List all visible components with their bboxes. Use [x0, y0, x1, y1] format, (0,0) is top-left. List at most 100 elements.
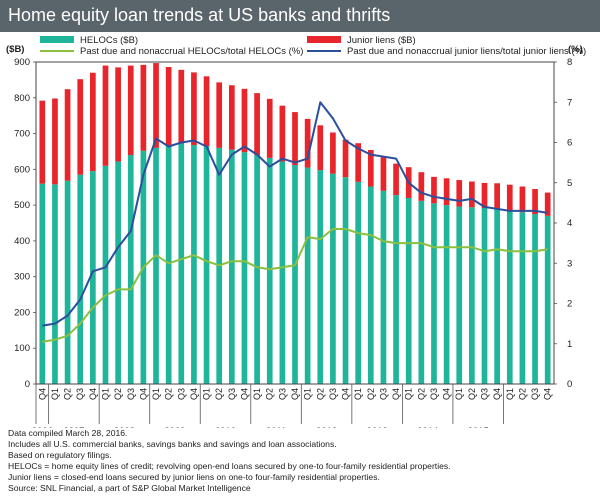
bar-junior-liens [431, 176, 437, 204]
x-tick-quarter: Q4 [239, 388, 249, 400]
bar-junior-liens [506, 184, 513, 211]
bar-junior-liens [342, 139, 349, 178]
bar-heloc [481, 207, 488, 384]
x-tick-quarter: Q3 [277, 388, 287, 400]
bar-heloc [292, 165, 298, 384]
bar-heloc [203, 146, 210, 384]
line-junior-past-due [42, 101, 548, 327]
x-tick-quarter: Q4 [492, 388, 502, 400]
x-tick-quarter: Q3 [126, 388, 136, 400]
bar-heloc [342, 177, 349, 384]
y-tick-right: 4 [567, 218, 572, 229]
y-tick-left: 700 [14, 129, 30, 140]
bar-junior-liens [380, 157, 387, 191]
bar-junior-liens [90, 72, 96, 172]
x-year-label: 2013 [367, 426, 388, 428]
x-tick-quarter: Q3 [530, 388, 540, 400]
x-tick-quarter: Q4 [391, 388, 401, 400]
x-year-label: 2007 [63, 426, 84, 428]
bar-heloc [355, 181, 362, 384]
x-tick-quarter: Q2 [164, 388, 174, 400]
y-tick-left: 800 [14, 93, 30, 104]
x-year-label: 2009 [164, 426, 185, 428]
y-tick-left: 400 [14, 236, 30, 247]
bar-junior-liens [418, 172, 425, 201]
y-tick-left: 200 [14, 307, 30, 318]
bar-heloc [102, 165, 109, 384]
note-line: Data compiled March 28, 2016. [8, 428, 128, 438]
bar-junior-liens [191, 72, 197, 146]
x-tick-quarter: Q1 [505, 388, 515, 400]
bar-heloc [532, 214, 538, 384]
bar-heloc [165, 145, 172, 384]
bar-junior-liens [367, 150, 374, 187]
bar-junior-liens [140, 64, 147, 151]
bar-heloc [317, 170, 324, 384]
bar-heloc [254, 155, 260, 384]
bar-junior-liens [456, 180, 463, 207]
plot-frame [35, 61, 555, 385]
bar-junior-liens [292, 112, 298, 166]
line-heloc-past-due [42, 228, 548, 343]
x-tick-quarter: Q4 [341, 388, 351, 400]
bar-junior-liens [266, 98, 273, 158]
legend-swatch-junior [307, 36, 341, 43]
bar-junior-liens [52, 98, 58, 185]
x-year-label: 2008 [114, 426, 135, 428]
legend-label-heloc-pd: Past due and nonaccrual HELOCs/total HEL… [80, 46, 303, 57]
y-tick-right: 6 [567, 138, 572, 149]
bar-heloc [469, 207, 475, 384]
x-tick-quarter: Q1 [50, 388, 60, 400]
x-tick-quarter: Q2 [214, 388, 224, 400]
bar-junior-liens [317, 125, 324, 171]
y-tick-right: 3 [567, 258, 572, 269]
y-tick-left: 900 [14, 57, 30, 68]
bar-heloc [115, 161, 121, 384]
x-tick-quarter: Q4 [138, 388, 148, 400]
bar-junior-liens [165, 67, 172, 146]
bar-heloc [52, 184, 58, 384]
x-tick-quarter: Q4 [189, 388, 199, 400]
bar-heloc [90, 171, 96, 384]
bar-heloc [304, 167, 311, 384]
bar-junior-liens [330, 132, 336, 174]
bar-junior-liens [115, 67, 121, 162]
x-tick-quarter: Q2 [315, 388, 325, 400]
x-tick-quarter: Q3 [480, 388, 490, 400]
x-tick-quarter: Q2 [265, 388, 275, 400]
y-axis-right-unit: (%) [568, 44, 583, 55]
bar-heloc [456, 206, 463, 384]
x-tick-quarter: Q1 [202, 388, 212, 400]
note-line: Based on regulatory filings. [8, 450, 112, 460]
chart: HELOCs ($B) Junior liens ($B)Past due and… [6, 35, 586, 428]
bar-heloc [544, 215, 551, 384]
x-tick-quarter: Q1 [303, 388, 313, 400]
bar-junior-liens [443, 178, 450, 206]
bar-junior-liens [494, 183, 500, 209]
bar-heloc [405, 197, 412, 384]
x-tick-quarter: Q1 [252, 388, 262, 400]
bar-junior-liens [519, 186, 526, 213]
y-tick-left: 600 [14, 164, 30, 175]
x-tick-quarter: Q1 [151, 388, 161, 400]
y-axis-left-unit: ($B) [6, 44, 24, 55]
y-tick-right: 5 [567, 178, 572, 189]
bar-junior-liens [39, 100, 46, 184]
x-tick-quarter: Q4 [442, 388, 452, 400]
y-tick-right: 8 [567, 57, 572, 68]
bar-junior-liens [178, 69, 185, 144]
note-line: Includes all U.S. commercial banks, savi… [8, 439, 337, 449]
note-line: Junior liens = closed-end loans secured … [8, 472, 380, 482]
notes: Data compiled March 28, 2016. Includes a… [8, 428, 598, 494]
bar-junior-liens [304, 118, 311, 168]
x-tick-quarter: Q1 [454, 388, 464, 400]
x-year-label: 2014 [417, 426, 438, 428]
x-year-label: 2006 [32, 426, 53, 428]
bar-junior-liens [241, 88, 248, 153]
bar-heloc [127, 155, 134, 384]
bar-heloc [153, 147, 159, 384]
x-tick-quarter: Q4 [37, 388, 47, 400]
bar-heloc [191, 145, 197, 384]
bar-heloc [64, 180, 71, 384]
bar-junior-liens [216, 82, 223, 148]
